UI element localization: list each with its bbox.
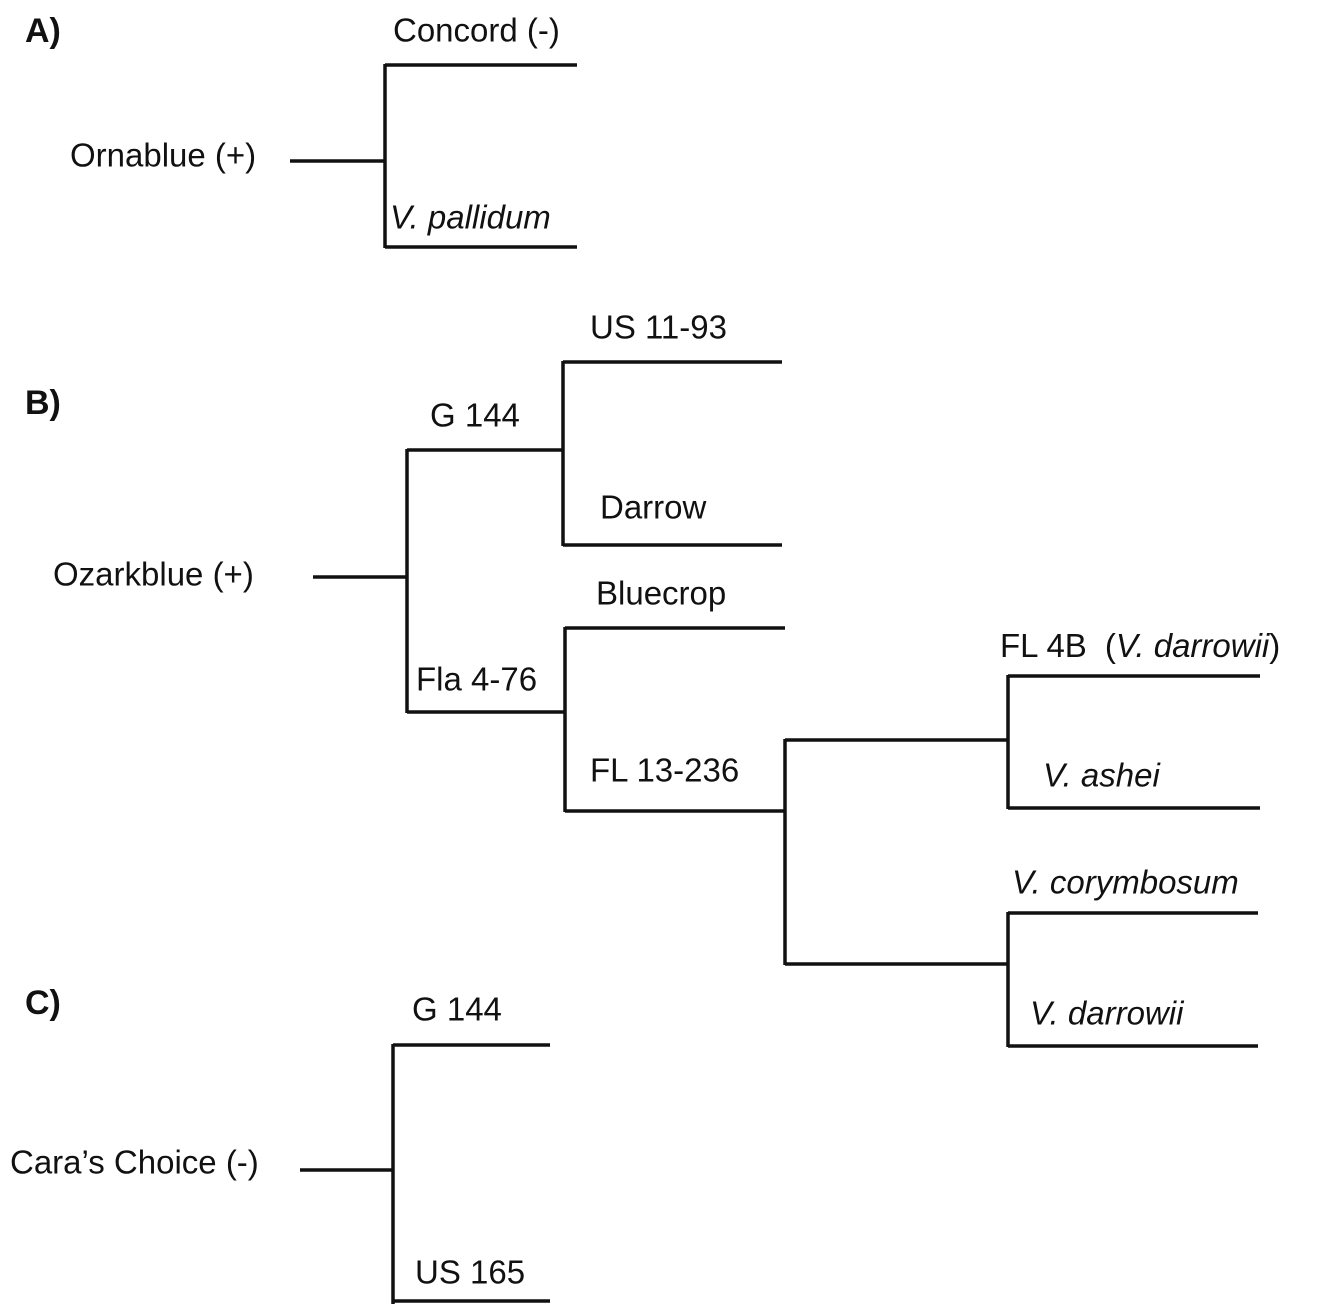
node-label: Bluecrop: [596, 575, 726, 612]
node-label: V. corymbosum: [1012, 864, 1239, 901]
node-label: US 11-93: [590, 309, 727, 346]
node-label: G 144: [430, 397, 520, 434]
node-label: G 144: [412, 991, 502, 1028]
panel-c: C) G 144 Cara’s Choice (-) US 165: [10, 984, 550, 1304]
panel-label: A): [25, 12, 61, 50]
node-label: Darrow: [600, 489, 707, 526]
panel-label: C): [25, 984, 61, 1022]
label-part: FL 4B: [1000, 627, 1087, 664]
node-label: Fla 4-76: [416, 661, 537, 698]
panel-a: A) Concord (-) Ornablue (+) V. pallidum: [25, 12, 577, 249]
panel-b: B) Ozarkblue (+) US 11-93 G 144 Darrow B…: [25, 309, 1280, 1048]
label-part: (: [1105, 627, 1116, 664]
root-label: Ornablue (+): [70, 137, 256, 174]
node-label: Concord (-): [393, 12, 560, 49]
node-label: V. ashei: [1043, 757, 1161, 794]
node-label: FL 13-236: [590, 752, 739, 789]
node-label: V. darrowii: [1030, 995, 1185, 1032]
node-label: V. pallidum: [390, 199, 551, 236]
node-label: US 165: [415, 1254, 525, 1291]
root-label: Ozarkblue (+): [53, 556, 254, 593]
panel-label: B): [25, 384, 61, 422]
node-label: FL 4B (V. darrowii): [1000, 627, 1280, 664]
label-part: ): [1269, 627, 1280, 664]
root-label: Cara’s Choice (-): [10, 1144, 259, 1181]
label-part: V. darrowii: [1116, 627, 1271, 664]
